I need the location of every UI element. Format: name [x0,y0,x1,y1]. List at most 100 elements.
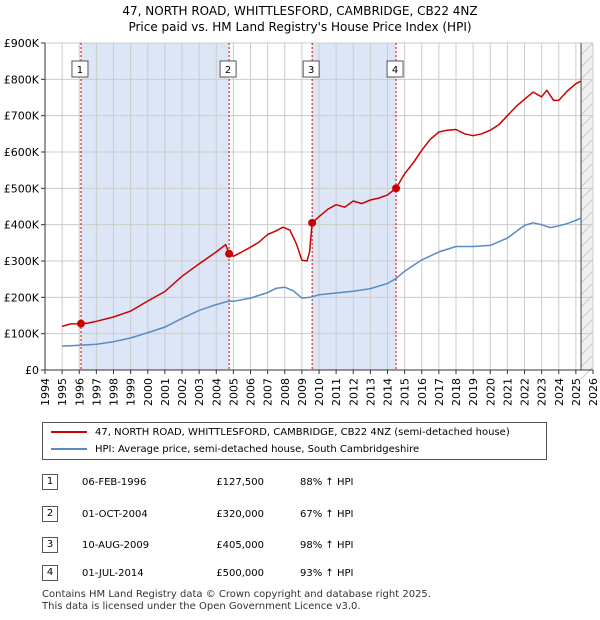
hatch-line [580,174,594,188]
x-tick-label: 1997 [90,378,103,406]
hatch-line [580,282,594,296]
hatch-line [580,42,594,56]
transaction-price: £500,000 [216,568,264,579]
hatch-line [580,234,594,248]
transaction-label-box [302,60,320,78]
transaction-hpi-change: 98% ↑ HPI [300,540,354,551]
x-tick-label: 2007 [262,378,275,406]
transaction-label: 2 [225,65,231,76]
transaction-points [76,184,401,328]
transaction-point [225,249,234,258]
transaction-point [392,184,401,193]
legend: 47, NORTH ROAD, WHITTLESFORD, CAMBRIDGE,… [42,422,547,460]
x-tick-label: 2011 [330,378,343,406]
y-tick-label: £400K [4,219,40,232]
x-tick-label: 2024 [553,378,566,406]
hatch-line [580,90,594,104]
hatch-line [580,126,594,140]
x-tick-label: 2006 [245,378,258,406]
x-tick-label: 2023 [536,378,549,406]
transaction-price: £405,000 [216,540,264,551]
footer: Contains HM Land Registry data © Crown c… [42,589,431,613]
transaction-label: 1 [77,65,83,76]
hpi-line [62,217,582,347]
transaction-hpi-change: 93% ↑ HPI [300,568,354,579]
y-tick-label: £100K [4,328,40,341]
hatch-line [580,318,594,332]
y-tick-label: £800K [4,73,40,86]
title-line-1: 47, NORTH ROAD, WHITTLESFORD, CAMBRIDGE,… [122,4,478,18]
x-tick-label: 1996 [73,378,86,406]
transaction-hpi-change: 88% ↑ HPI [300,477,354,488]
transaction-date: 06-FEB-1996 [82,477,147,488]
x-tick-label: 2000 [142,378,155,406]
hatch-line [580,150,594,164]
x-tick-label: 2005 [227,378,240,406]
legend-label-hpi: HPI: Average price, semi-detached house,… [95,444,420,455]
chart-title: 47, NORTH ROAD, WHITTLESFORD, CAMBRIDGE,… [0,3,600,35]
hatch-line [580,198,594,212]
transaction-label-box [71,60,89,78]
x-tick-label: 2025 [570,378,583,406]
transaction-marker-lines [80,43,397,370]
x-tick-label: 2018 [450,378,463,406]
hatch-line [580,102,594,116]
x-tick-label: 1995 [56,378,69,406]
x-tick-label: 2008 [279,378,292,406]
hatch-line [580,270,594,284]
hatch-line [580,54,594,68]
axes: £0 £100K £200K £300K £400K £500K £600K £700K £80… [4,37,600,406]
x-tick-label: 2009 [296,378,309,406]
legend-swatch-hpi [51,448,87,450]
transaction-price: £320,000 [216,509,264,520]
hatch-line [580,354,594,368]
y-tick-label: £200K [4,291,40,304]
legend-item-hpi: HPI: Average price, semi-detached house,… [51,442,419,458]
transaction-label: 4 [392,65,398,76]
x-tick-label: 2021 [501,378,514,406]
hatch-line [580,186,594,200]
x-tick-label: 2026 [587,378,600,406]
y-tick-label: £0 [25,364,39,377]
transaction-date: 01-JUL-2014 [82,568,144,579]
x-tick-label: 2003 [193,378,206,406]
hatch-line [580,138,594,152]
x-tick-label: 2004 [210,378,223,406]
shade-band [312,43,397,370]
hatch-line [580,342,594,356]
legend-label-property: 47, NORTH ROAD, WHITTLESFORD, CAMBRIDGE,… [95,427,510,438]
x-tick-label: 2019 [467,378,480,406]
y-tick-label: £900K [4,37,40,50]
grid-lines [44,42,594,371]
x-tick-label: 2002 [176,378,189,406]
transaction-price: £127,500 [216,477,264,488]
y-tick-label: £500K [4,182,40,195]
x-tick-label: 2010 [313,378,326,406]
y-tick-label: £600K [4,146,40,159]
footer-copyright: Contains HM Land Registry data © Crown c… [42,589,431,600]
transaction-hpi-change: 67% ↑ HPI [300,509,354,520]
hatch-line [580,210,594,224]
transaction-point [308,218,317,227]
transaction-number: 2 [42,506,58,522]
shade-band [80,43,230,370]
legend-swatch-property [51,431,87,433]
hatch-line [580,66,594,80]
x-tick-label: 1994 [39,378,52,406]
x-tick-label: 2016 [416,378,429,406]
shaded-periods [80,42,594,380]
transaction-number: 3 [42,537,58,553]
hatch-line [580,330,594,344]
footer-license: This data is licensed under the Open Gov… [42,601,361,612]
title-line-2: Price paid vs. HM Land Registry's House … [128,20,472,34]
x-tick-label: 2014 [382,378,395,406]
y-tick-label: £700K [4,110,40,123]
transaction-label-box [219,60,237,78]
x-tick-label: 1999 [125,378,138,406]
transaction-number: 4 [42,565,58,581]
hatch-line [580,366,594,380]
hatch-line [580,114,594,128]
x-tick-label: 1998 [108,378,121,406]
transaction-date: 01-OCT-2004 [82,509,148,520]
transaction-label: 3 [308,65,314,76]
